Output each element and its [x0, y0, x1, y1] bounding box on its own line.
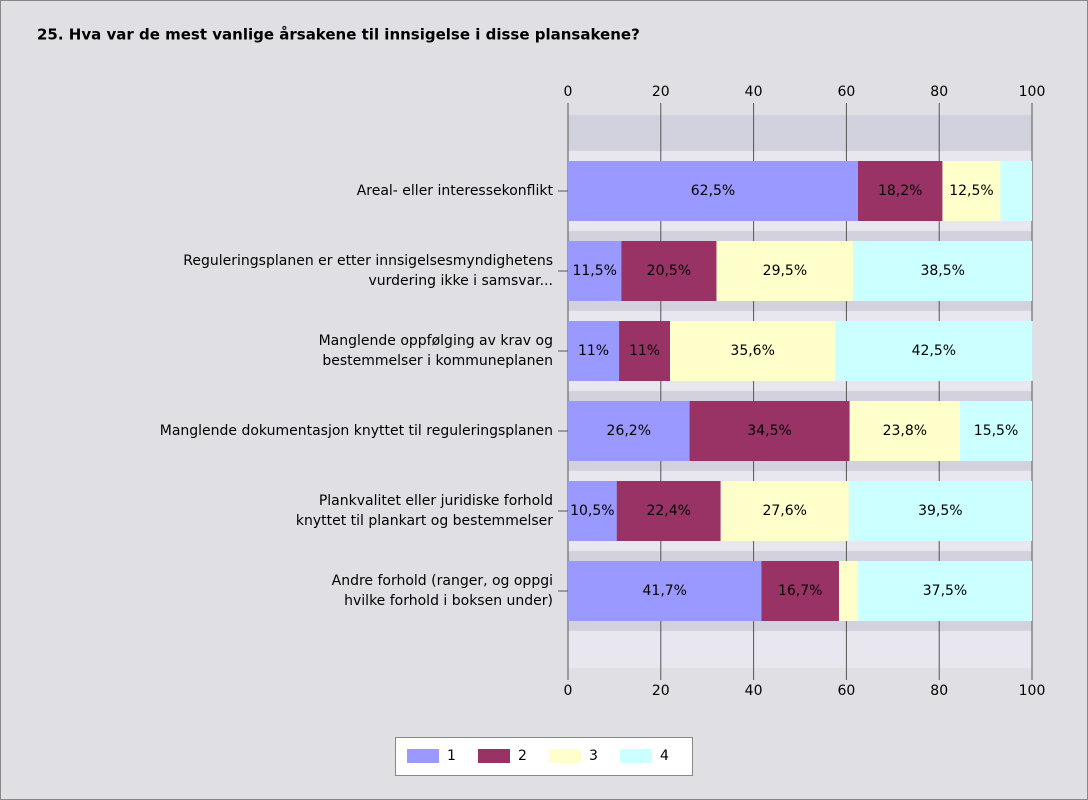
bar-segment [616, 481, 721, 541]
y-tick-label-line: bestemmelser i kommuneplanen [322, 353, 553, 369]
x-tick-label: 0 [564, 84, 573, 100]
x-tick-label: 0 [564, 683, 573, 699]
legend-swatch [549, 749, 581, 763]
bar-segment [858, 561, 1032, 621]
x-tick-label: 20 [652, 84, 670, 100]
y-tick-label: Plankvalitet eller juridiske forhold knyt… [296, 493, 553, 529]
legend-label: 2 [518, 748, 527, 764]
y-tick-label: Manglende oppfølging av krav og bestemmel… [319, 333, 553, 369]
data-label: 34,5% [747, 423, 791, 439]
bar-segment [568, 161, 858, 221]
x-tick-label: 100 [1019, 84, 1046, 100]
y-tick-label-line: vurdering ikke i samsvar... [368, 273, 553, 289]
legend-label: 4 [660, 748, 669, 764]
data-label: 27,6% [762, 503, 806, 519]
y-tick-label-line: Andre forhold (ranger, og oppgi [332, 573, 553, 589]
x-tick-label: 60 [837, 84, 855, 100]
data-label: 39,5% [918, 503, 962, 519]
bar-segment [848, 481, 1032, 541]
y-tick-label: Areal- eller interessekonflikt [357, 183, 554, 199]
plot-stripe [568, 115, 1032, 151]
x-tick-label: 100 [1019, 683, 1046, 699]
bar-segment [621, 241, 717, 301]
x-tick-label: 20 [652, 683, 670, 699]
data-label: 16,7% [778, 583, 822, 599]
chart-title: 25. Hva var de mest vanlige årsakene til… [37, 26, 640, 44]
y-tick-label-line: knyttet til plankart og bestemmelser [296, 513, 553, 529]
y-tick-label-line: Plankvalitet eller juridiske forhold [319, 493, 553, 509]
x-tick-label: 80 [930, 683, 948, 699]
legend-label: 3 [589, 748, 598, 764]
bar-segment [720, 481, 849, 541]
bar-segment [858, 161, 943, 221]
bar-segment [835, 321, 1033, 381]
bar-segment [838, 561, 858, 621]
data-label: 20,5% [647, 263, 691, 279]
y-tick-label: Andre forhold (ranger, og oppgi hvilke fo… [332, 573, 553, 609]
legend-swatch [407, 749, 439, 763]
data-label: 42,5% [912, 343, 956, 359]
y-tick-label: Reguleringsplanen er etter innsigelsesmy… [183, 253, 553, 289]
data-label: 22,4% [646, 503, 690, 519]
y-tick-label-line: hvilke forhold i boksen under) [344, 593, 553, 609]
data-label: 11% [629, 343, 660, 359]
bar-segment [716, 241, 854, 301]
data-label: 29,5% [763, 263, 807, 279]
bar-segment [689, 401, 850, 461]
data-label: 10,5% [570, 503, 614, 519]
bar-segment [849, 401, 961, 461]
data-label: 41,7% [643, 583, 687, 599]
y-tick-label-line: Areal- eller interessekonflikt [357, 183, 554, 199]
data-label: 62,5% [691, 183, 735, 199]
y-tick-label-line: Manglende dokumentasjon knyttet til regu… [160, 423, 553, 439]
x-tick-label: 80 [930, 84, 948, 100]
data-label: 23,8% [883, 423, 927, 439]
data-label: 18,2% [878, 183, 922, 199]
data-label: 37,5% [923, 583, 967, 599]
x-tick-label: 60 [837, 683, 855, 699]
bar-segment [960, 401, 1032, 461]
bar-segment [568, 241, 622, 301]
bar-segment [942, 161, 1001, 221]
bar-segment [568, 321, 620, 381]
bar-segment [568, 401, 690, 461]
legend-label: 1 [447, 748, 456, 764]
data-label: 26,2% [607, 423, 651, 439]
bar-segment [761, 561, 839, 621]
y-tick-label-line: Manglende oppfølging av krav og [319, 333, 553, 349]
bar-segment [619, 321, 671, 381]
x-tick-label: 40 [745, 84, 763, 100]
data-label: 12,5% [949, 183, 993, 199]
bar-segment [568, 481, 617, 541]
y-tick-label: Manglende dokumentasjon knyttet til regu… [160, 423, 553, 439]
data-label: 11% [578, 343, 609, 359]
bar-segment [670, 321, 836, 381]
data-label: 38,5% [920, 263, 964, 279]
data-label: 11,5% [572, 263, 616, 279]
data-label: 15,5% [974, 423, 1018, 439]
bar-segment [568, 561, 762, 621]
x-tick-label: 40 [745, 683, 763, 699]
y-tick-label-line: Reguleringsplanen er etter innsigelsesmy… [183, 253, 553, 269]
data-label: 35,6% [730, 343, 774, 359]
bar-segment [1000, 161, 1032, 221]
legend-swatch [478, 749, 510, 763]
bar-segment [853, 241, 1032, 301]
legend-swatch [620, 749, 652, 763]
